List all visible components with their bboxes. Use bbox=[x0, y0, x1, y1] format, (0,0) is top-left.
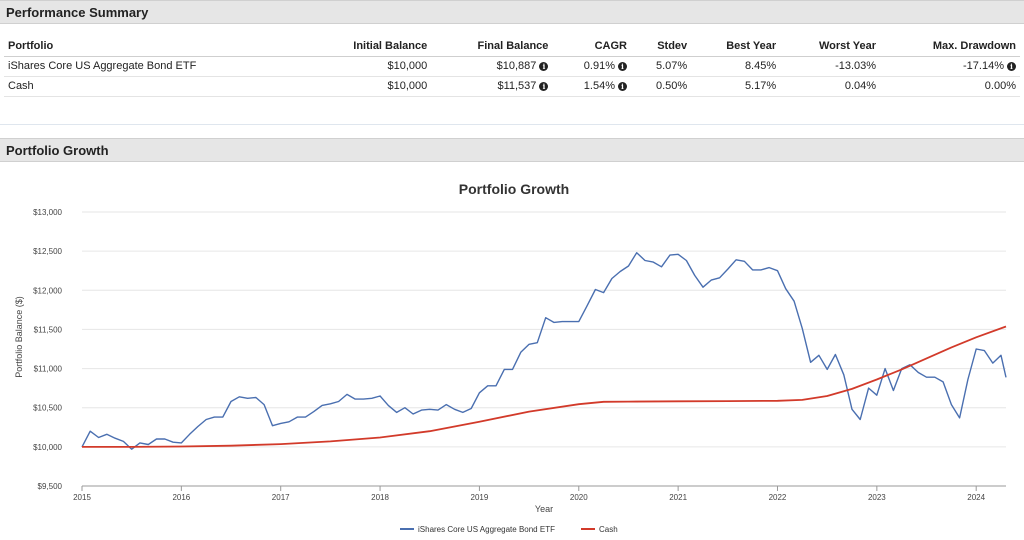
x-axis-label: Year bbox=[535, 504, 553, 514]
series-line-bond-etf[interactable] bbox=[81, 251, 1007, 450]
chart-legend: iShares Core US Aggregate Bond ETF Cash bbox=[400, 525, 618, 534]
cell-cagr: 1.54% i bbox=[552, 76, 631, 97]
cell-best-year: 5.17% bbox=[691, 76, 781, 97]
cell-stdev: 0.50% bbox=[631, 76, 692, 97]
info-circle-icon[interactable]: i bbox=[618, 81, 627, 91]
section-divider bbox=[0, 124, 1024, 138]
cell-portfolio: iShares Core US Aggregate Bond ETF bbox=[4, 55, 306, 77]
cell-initial-balance: $10,000 bbox=[305, 55, 432, 77]
info-circle-icon[interactable]: i bbox=[1007, 61, 1016, 71]
y-tick-label: $9,500 bbox=[38, 482, 63, 491]
cell-stdev: 5.07% bbox=[631, 55, 692, 77]
y-tick-label: $10,500 bbox=[33, 404, 62, 413]
table-row: Cash $10,000 $11,537 i 1.54% i 0.50% 5.17%… bbox=[4, 76, 1020, 97]
y-axis-ticks: $9,500 $10,000 $10,500 $11,000 $11,500 $12,00… bbox=[33, 208, 62, 491]
performance-summary-table: Portfolio Initial Balance Final Balance … bbox=[4, 36, 1020, 97]
cell-final-balance: $11,537 i bbox=[431, 76, 553, 97]
chart-series bbox=[81, 251, 1007, 450]
column-header-stdev[interactable]: Stdev bbox=[631, 36, 692, 57]
x-tick-label: 2017 bbox=[272, 493, 290, 502]
legend-label[interactable]: Cash bbox=[599, 525, 618, 534]
cell-best-year: 8.45% bbox=[691, 55, 781, 77]
performance-summary-header: Performance Summary bbox=[0, 0, 1024, 24]
cell-worst-year: 0.04% bbox=[780, 76, 881, 97]
table-header-row: Portfolio Initial Balance Final Balance … bbox=[4, 36, 1020, 57]
cell-worst-year: -13.03% bbox=[780, 55, 881, 77]
chart-grid bbox=[82, 211, 1006, 487]
x-axis-ticks: 2015 2016 2017 2018 2019 2020 2021 2022 2023 2024 bbox=[73, 486, 986, 502]
cell-max-drawdown: -17.14% i bbox=[880, 55, 1020, 77]
x-tick-label: 2021 bbox=[669, 493, 687, 502]
y-axis-label: Portfolio Balance ($) bbox=[14, 296, 24, 378]
info-circle-icon[interactable]: i bbox=[539, 81, 549, 91]
cell-max-drawdown: 0.00% bbox=[880, 76, 1020, 97]
cell-cagr-value: 1.54% bbox=[583, 80, 615, 92]
cell-cagr: 0.91% i bbox=[552, 55, 631, 77]
portfolio-growth-header: Portfolio Growth bbox=[0, 138, 1024, 162]
x-tick-label: 2019 bbox=[471, 493, 489, 502]
column-header-cagr[interactable]: CAGR bbox=[552, 36, 631, 57]
y-tick-label: $12,500 bbox=[33, 247, 62, 256]
portfolio-growth-chart: Portfolio Growth $9,500 $10,000 $10,500 $11… bbox=[14, 181, 1007, 534]
legend-label[interactable]: iShares Core US Aggregate Bond ETF bbox=[418, 525, 555, 534]
chart-title: Portfolio Growth bbox=[459, 181, 569, 197]
performance-summary-title: Performance Summary bbox=[6, 5, 149, 20]
column-header-max-drawdown[interactable]: Max. Drawdown bbox=[880, 36, 1020, 57]
x-tick-label: 2022 bbox=[769, 493, 787, 502]
y-tick-label: $11,500 bbox=[34, 325, 63, 334]
cell-max-drawdown-value: -17.14% bbox=[963, 60, 1004, 72]
series-line-cash[interactable] bbox=[82, 325, 1007, 448]
column-header-initial-balance[interactable]: Initial Balance bbox=[305, 36, 432, 57]
y-tick-label: $10,000 bbox=[33, 443, 62, 452]
x-tick-label: 2016 bbox=[172, 493, 190, 502]
x-tick-label: 2018 bbox=[371, 493, 389, 502]
info-circle-icon[interactable]: i bbox=[539, 61, 549, 71]
cell-portfolio: Cash bbox=[4, 76, 306, 97]
y-tick-label: $13,000 bbox=[33, 208, 62, 217]
cell-cagr-value: 0.91% bbox=[583, 60, 615, 72]
cell-final-balance-value: $10,887 bbox=[496, 60, 537, 72]
y-tick-label: $11,000 bbox=[34, 365, 63, 374]
cell-final-balance-value: $11,537 bbox=[497, 80, 537, 92]
x-tick-label: 2015 bbox=[73, 493, 91, 502]
info-circle-icon[interactable]: i bbox=[618, 61, 627, 71]
x-tick-label: 2020 bbox=[570, 493, 588, 502]
x-tick-label: 2023 bbox=[868, 493, 886, 502]
x-tick-label: 2024 bbox=[967, 493, 985, 502]
y-tick-label: $12,000 bbox=[33, 286, 62, 295]
cell-initial-balance: $10,000 bbox=[305, 76, 432, 97]
column-header-best-year[interactable]: Best Year bbox=[691, 36, 781, 57]
cell-final-balance: $10,887 i bbox=[431, 55, 553, 77]
column-header-portfolio[interactable]: Portfolio bbox=[4, 36, 306, 57]
column-header-worst-year[interactable]: Worst Year bbox=[780, 36, 881, 57]
table-row: iShares Core US Aggregate Bond ETF $10,0… bbox=[4, 55, 1020, 77]
column-header-final-balance[interactable]: Final Balance bbox=[431, 36, 553, 57]
portfolio-growth-header-title: Portfolio Growth bbox=[6, 143, 109, 158]
